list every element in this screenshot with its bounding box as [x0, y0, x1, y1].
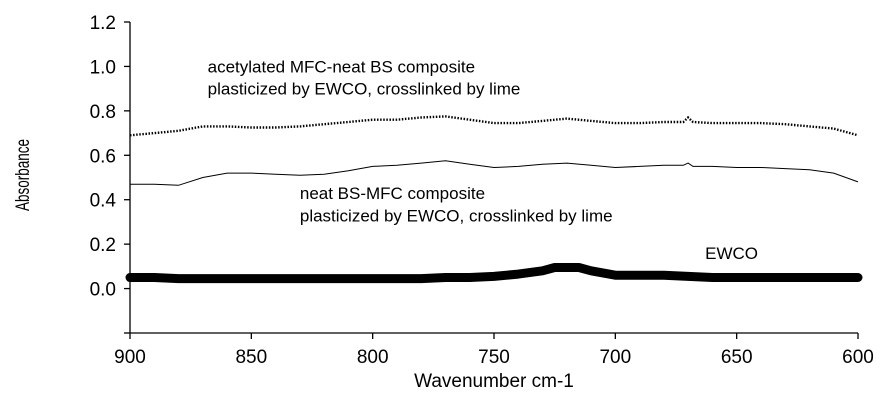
axes: 1.2 1.0 0.8 0.6 0.4 0.2 0.0 900 850 800 750 700 650 6…	[90, 13, 874, 368]
series-line-2	[130, 160, 859, 186]
y-tick-label: 0.2	[90, 235, 116, 256]
y-tick-label: 0.0	[90, 280, 116, 301]
x-tick-label: 900	[114, 347, 146, 368]
x-tick-label: 600	[842, 347, 874, 368]
x-tick-label: 850	[235, 347, 267, 368]
x-tick-label: 700	[599, 347, 631, 368]
x-tick-label: 750	[478, 347, 510, 368]
y-tick-label: 1.0	[90, 57, 116, 78]
y-tick-label: 0.6	[90, 146, 116, 167]
annotation-layer: acetylated MFC-neat BS composite plastici…	[208, 57, 758, 263]
annotation-1-line-1: acetylated MFC-neat BS composite	[208, 57, 475, 76]
series-layer	[125, 115, 863, 284]
y-tick-label: 1.2	[90, 13, 116, 34]
x-tick-label: 800	[357, 347, 389, 368]
x-axis-title: Wavenumber cm-1	[414, 371, 574, 392]
y-axis-title: Absorbance	[13, 139, 34, 211]
annotation-2-line-1: neat BS-MFC composite	[300, 184, 485, 203]
y-tick-label: 0.4	[90, 191, 117, 212]
x-tick-label: 650	[721, 347, 753, 368]
annotation-1-line-2: plasticized by EWCO, crosslinked by lime	[208, 80, 521, 99]
annotation-3-line-1: EWCO	[705, 244, 758, 263]
annotation-2-line-2: plasticized by EWCO, crosslinked by lime	[300, 206, 613, 225]
series-line-1	[129, 115, 859, 137]
series-line-3	[125, 263, 863, 284]
y-tick-label: 0.8	[90, 102, 116, 123]
